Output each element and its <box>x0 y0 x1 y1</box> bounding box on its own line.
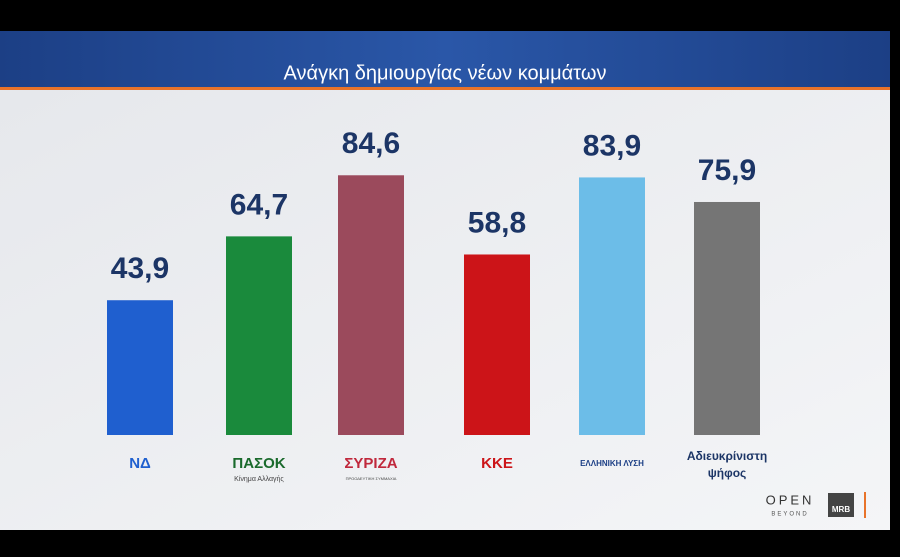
banner-line <box>0 87 890 90</box>
x-tick-label: ΕΛΛΗΝΙΚΗ ΛΥΣΗ <box>580 459 644 468</box>
value-label: 75,9 <box>698 154 756 187</box>
x-tick-label: ΝΔ <box>129 455 151 472</box>
divider <box>864 492 866 518</box>
pollster-logo: MRB <box>832 505 850 514</box>
bar <box>579 177 645 435</box>
channel-sub: BEYOND <box>771 512 808 518</box>
bar <box>226 236 292 435</box>
x-tick-label: Αδιευκρίνιστη ψήφος <box>687 449 767 480</box>
value-label: 84,6 <box>342 127 400 160</box>
x-tick-label: ΣΥΡΙΖΑ <box>344 455 397 472</box>
bar <box>107 300 173 435</box>
value-label: 43,9 <box>111 252 169 285</box>
x-tick-sublabel: ΠΡΟΟΔΕΥΤΙΚΗ ΣΥΜΜΑΧΙΑ <box>346 476 397 481</box>
bar <box>694 201 760 435</box>
pollster-box <box>828 493 854 517</box>
value-label: 64,7 <box>230 188 288 221</box>
value-label: 58,8 <box>468 206 526 239</box>
bar <box>338 175 404 435</box>
banner <box>0 31 890 87</box>
channel-logo: OPEN <box>766 492 815 507</box>
x-tick-label: ΠΑΣΟΚ <box>232 455 285 472</box>
value-label: 83,9 <box>583 129 641 162</box>
bar <box>464 254 530 435</box>
x-tick-label: ΚΚΕ <box>481 455 513 472</box>
x-tick-sublabel: Κίνημα Αλλαγής <box>234 475 284 483</box>
chart-title: Ανάγκη δημιουργίας νέων κομμάτων <box>284 62 607 84</box>
